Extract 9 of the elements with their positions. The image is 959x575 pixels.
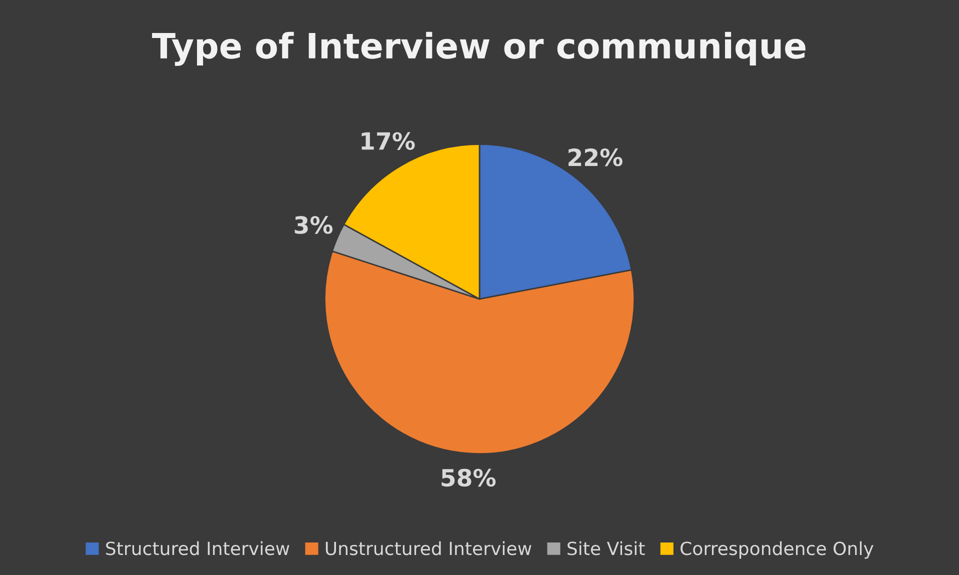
data-label: 22% <box>568 148 622 166</box>
chart-title: Type of Interview or communique <box>152 32 806 66</box>
legend-label: Unstructured Interview <box>326 541 532 556</box>
legend-label: Structured Interview <box>106 541 290 556</box>
legend-label: Site Visit <box>568 541 645 556</box>
data-label: 17% <box>362 132 415 150</box>
data-label: 58% <box>442 468 496 487</box>
data-label: 3% <box>294 216 333 234</box>
legend-label: Correspondence Only <box>680 541 874 559</box>
